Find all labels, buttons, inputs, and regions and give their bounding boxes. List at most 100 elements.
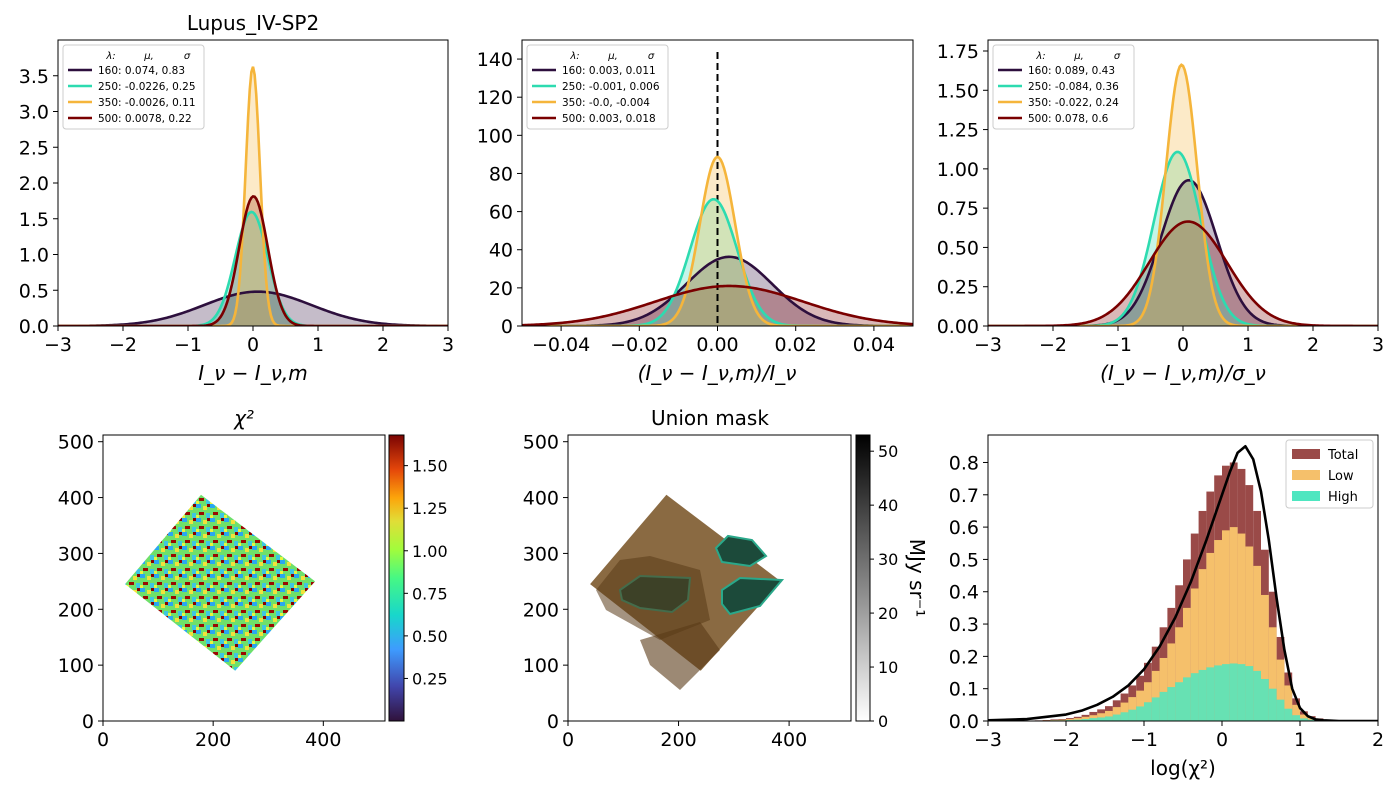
hist-bar-low [1206,552,1215,721]
y-tick-label: 0.00 [937,316,979,338]
x-tick-label: 3 [1372,334,1384,356]
x-tick-label: 200 [195,729,231,751]
y-tick-label: 1.00 [937,159,979,181]
legend-header: σ [1114,51,1121,62]
x-tick-label: −3 [974,334,1002,356]
hist-bar-high [1276,699,1285,721]
panel1-legend: λ: μ, σ 160: 0.074, 0.83 250: -0.0226, 0.25 3… [62,44,205,130]
panel-normalized-residual-histogram: −3 −2 −1 0 1 2 3 0.00 0.25 0.50 0.75 1.00 1.25 1.50 1.… [937,39,1384,385]
colorbar-tick-label: 20 [878,604,898,623]
series-fill-0 [988,180,1378,326]
legend-entry: 160: 0.003, 0.011 [562,65,656,77]
hist-bar-high [1175,682,1183,721]
y-tick-label: 3.0 [19,102,49,124]
colorbar-unit-label: MJy sr⁻¹ [905,539,929,618]
hist-bar-low [1175,627,1183,721]
hist-bar-low [1245,546,1254,721]
series-fill-0 [58,291,448,326]
y-tick-label: 0 [82,711,94,733]
y-tick-label: 300 [58,543,94,565]
hist-bar-high [1253,670,1261,721]
hist-bar-low [1120,702,1129,721]
hist-bar-high [1128,709,1137,721]
y-tick-label: 400 [58,488,94,510]
legend-header: λ: [1035,51,1045,62]
y-tick-label: 0 [547,711,559,733]
legend-entry: Total [1327,448,1358,463]
colorbar-tick-label: 0.50 [412,627,448,646]
series-line-0 [58,290,448,326]
y-tick-label: 0.8 [949,452,979,474]
chi2-map-image [125,494,316,671]
x-tick-label: 1 [1242,334,1254,356]
legend-entry: 500: 0.0078, 0.22 [98,113,192,125]
hist-bar-high [1292,715,1300,721]
hist-bar-high [1245,666,1254,721]
legend-swatch [1292,449,1320,459]
x-tick-label: 2 [1372,729,1384,751]
x-tick-label: −1 [174,334,202,356]
x-tick-label: −1 [1130,729,1158,751]
legend-frame [992,44,1135,130]
hist-bar-high [1089,718,1098,721]
reference-curve [988,445,1378,721]
hist-bar-high [1198,669,1207,721]
y-tick-label: 3.5 [19,66,49,88]
y-tick-label: 2.0 [19,173,49,195]
y-tick-label: 80 [489,163,513,185]
series-fill-3 [988,221,1378,326]
hist-bar-low [1151,670,1160,721]
hist-bar-low [1268,627,1277,721]
y-tick-label: 200 [523,599,559,621]
hist-bar-low [1222,530,1230,721]
hist-bar-high [1284,708,1293,721]
hist-bar-low [1073,718,1082,721]
y-tick-label: 100 [477,125,513,147]
legend-entry: 500: 0.078, 0.6 [1028,113,1109,125]
legend-header: σ [184,51,191,62]
panel2-xlabel: (I_ν − I_ν,m)/I_ν [638,361,797,385]
hist-bar-high [1073,719,1082,721]
hist-bar-low [1097,713,1105,721]
panel6-legend: Total Low High [1285,439,1374,509]
hist-bar-high [1144,702,1152,721]
union-mask-colorbar [855,434,871,722]
hist-bar-high [1222,664,1230,721]
legend-entry: Low [1328,469,1354,484]
mask-regions [596,534,785,690]
hist-bar-low [1167,643,1176,721]
x-tick-label: 0 [97,729,109,751]
x-tick-label: 400 [771,729,807,751]
y-tick-label: 0.5 [949,549,979,571]
hist-bar-high [1190,673,1199,721]
hist-bar-high [1307,719,1316,721]
y-tick-label: 1.25 [937,120,979,142]
colorbar-tick-label: 50 [878,442,898,461]
y-tick-label: 1.50 [937,80,979,102]
hist-bar-high [1097,717,1105,721]
hist-bar-high [1136,706,1144,721]
x-tick-label: 400 [305,729,341,751]
hist-bar-high [1105,716,1113,721]
x-tick-label: −2 [1052,729,1080,751]
panel-union-mask: Union mask 0 200 400 0 100 200 300 400 500 0 10 20… [523,406,929,751]
hist-bar-high [1151,697,1160,721]
hist-bar-low [1276,659,1285,721]
series-line-2 [988,63,1378,326]
hist-bar-high [1167,687,1176,721]
x-tick-label: 0.02 [775,334,817,356]
y-tick-label: 0.1 [949,679,979,701]
legend-entry: 350: -0.0026, 0.11 [98,97,196,109]
legend-entry: 250: -0.001, 0.006 [562,81,660,93]
legend-header: λ: [569,51,579,62]
hist-bar-low [1183,607,1191,721]
hist-bar-low [1190,588,1199,721]
x-tick-label: 0 [1216,729,1228,751]
series-line-1 [522,197,913,326]
y-tick-label: 0.6 [949,517,979,539]
y-tick-label: 1.0 [19,245,49,267]
legend-entry: 160: 0.089, 0.43 [1028,65,1115,77]
x-tick-label: 0 [562,729,574,751]
hist-bar-low [1136,690,1144,721]
